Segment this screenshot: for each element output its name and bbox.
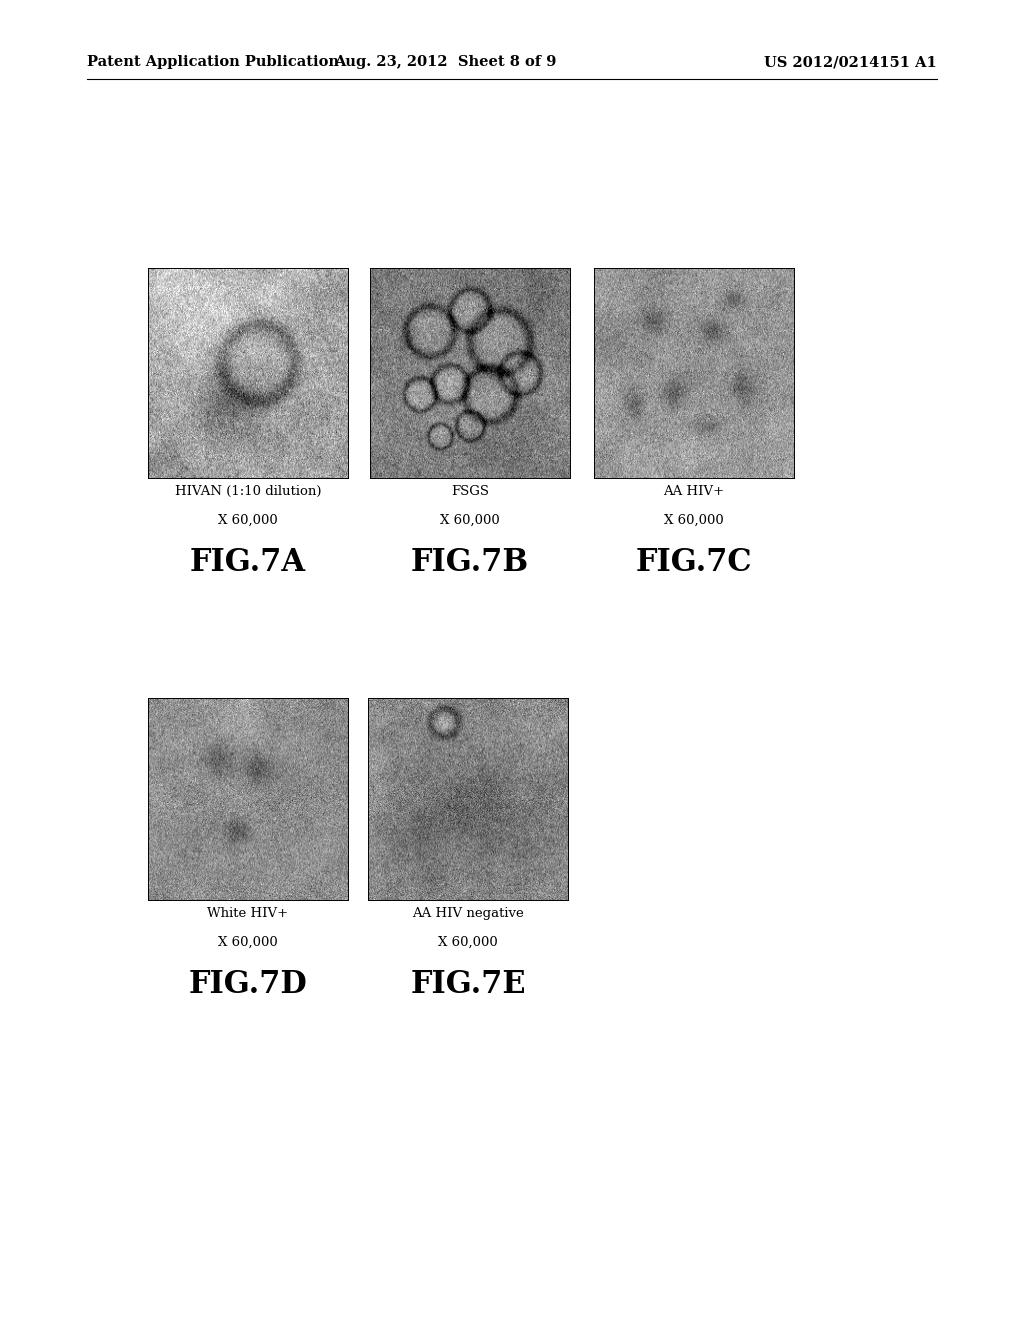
Text: Aug. 23, 2012  Sheet 8 of 9: Aug. 23, 2012 Sheet 8 of 9 <box>334 55 557 70</box>
Text: X 60,000: X 60,000 <box>438 936 498 949</box>
Text: X 60,000: X 60,000 <box>665 513 724 527</box>
Text: FSGS: FSGS <box>451 484 489 498</box>
Text: FIG.7D: FIG.7D <box>188 969 307 999</box>
Text: FIG.7C: FIG.7C <box>636 546 753 578</box>
Text: X 60,000: X 60,000 <box>440 513 500 527</box>
Text: AA HIV+: AA HIV+ <box>664 484 725 498</box>
Text: X 60,000: X 60,000 <box>218 936 278 949</box>
Text: White HIV+: White HIV+ <box>208 907 289 920</box>
Text: X 60,000: X 60,000 <box>218 513 278 527</box>
Text: US 2012/0214151 A1: US 2012/0214151 A1 <box>764 55 937 70</box>
Text: HIVAN (1:10 dilution): HIVAN (1:10 dilution) <box>175 484 322 498</box>
Text: FIG.7B: FIG.7B <box>411 546 529 578</box>
Text: FIG.7E: FIG.7E <box>411 969 525 999</box>
Text: Patent Application Publication: Patent Application Publication <box>87 55 339 70</box>
Text: FIG.7A: FIG.7A <box>190 546 306 578</box>
Text: AA HIV negative: AA HIV negative <box>412 907 524 920</box>
